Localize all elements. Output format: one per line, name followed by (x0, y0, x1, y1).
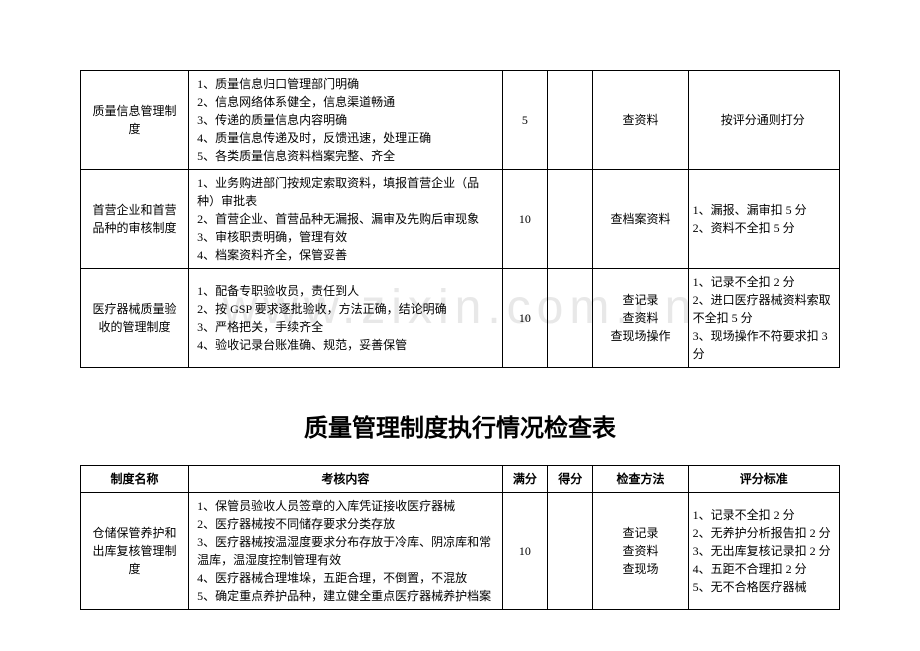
header-score: 得分 (548, 466, 593, 493)
full-score: 10 (502, 493, 547, 610)
check-method: 查资料 (593, 71, 688, 170)
check-method: 查档案资料 (593, 170, 688, 269)
assessment-content: 1、业务购进部门按规定索取资料，填报首营企业（品种）审批表 2、首营企业、首营品… (189, 170, 503, 269)
assessment-content: 1、配备专职验收员，责任到人 2、按 GSP 要求逐批验收，方法正确，结论明确 … (189, 269, 503, 368)
score (548, 71, 593, 170)
system-name: 首营企业和首营品种的审核制度 (81, 170, 189, 269)
header-name: 制度名称 (81, 466, 189, 493)
header-content: 考核内容 (189, 466, 503, 493)
table-row: 首营企业和首营品种的审核制度 1、业务购进部门按规定索取资料，填报首营企业（品种… (81, 170, 840, 269)
assessment-content: 1、质量信息归口管理部门明确 2、信息网络体系健全，信息渠道畅通 3、传递的质量… (189, 71, 503, 170)
header-method: 检查方法 (593, 466, 688, 493)
score (548, 170, 593, 269)
full-score: 10 (502, 269, 547, 368)
assessment-content: 1、保管员验收人员签章的入库凭证接收医疗器械 2、医疗器械按不同储存要求分类存放… (189, 493, 503, 610)
system-name: 仓储保管养护和出库复核管理制度 (81, 493, 189, 610)
lower-table: 制度名称 考核内容 满分 得分 检查方法 评分标准 仓储保管养护和出库复核管理制… (80, 465, 840, 610)
scoring-standard: 按评分通则打分 (688, 71, 839, 170)
system-name: 医疗器械质量验收的管理制度 (81, 269, 189, 368)
full-score: 5 (502, 71, 547, 170)
table-row: 仓储保管养护和出库复核管理制度 1、保管员验收人员签章的入库凭证接收医疗器械 2… (81, 493, 840, 610)
page-title: 质量管理制度执行情况检查表 (80, 408, 840, 443)
header-std: 评分标准 (688, 466, 839, 493)
table-header-row: 制度名称 考核内容 满分 得分 检查方法 评分标准 (81, 466, 840, 493)
system-name: 质量信息管理制度 (81, 71, 189, 170)
check-method: 查记录 查资料 查现场 (593, 493, 688, 610)
score (548, 493, 593, 610)
table-row: 质量信息管理制度 1、质量信息归口管理部门明确 2、信息网络体系健全，信息渠道畅… (81, 71, 840, 170)
scoring-standard: 1、漏报、漏审扣 5 分 2、资料不全扣 5 分 (688, 170, 839, 269)
upper-table: 质量信息管理制度 1、质量信息归口管理部门明确 2、信息网络体系健全，信息渠道畅… (80, 70, 840, 368)
table-row: 医疗器械质量验收的管理制度 1、配备专职验收员，责任到人 2、按 GSP 要求逐… (81, 269, 840, 368)
scoring-standard: 1、记录不全扣 2 分 2、无养护分析报告扣 2 分 3、无出库复核记录扣 2 … (688, 493, 839, 610)
check-method: 查记录 查资料 查现场操作 (593, 269, 688, 368)
score (548, 269, 593, 368)
scoring-standard: 1、记录不全扣 2 分 2、进口医疗器械资料索取不全扣 5 分 3、现场操作不符… (688, 269, 839, 368)
header-full: 满分 (502, 466, 547, 493)
full-score: 10 (502, 170, 547, 269)
